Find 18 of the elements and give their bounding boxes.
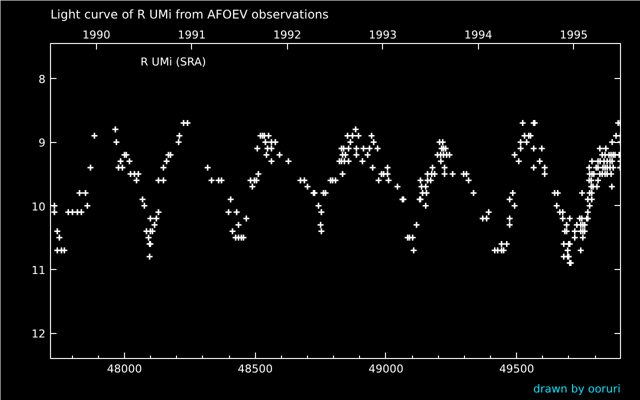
y-tick-label: 10 [32, 200, 46, 214]
x2-tick-label: 1991 [178, 28, 206, 42]
chart-title: Light curve of R UMi from AFOEV observations [50, 8, 329, 22]
text: drawn by ooruri [533, 382, 620, 396]
x-tick-label: 49000 [368, 362, 404, 376]
x2-tick-label: 1993 [368, 28, 397, 42]
y-tick-label: 9 [38, 136, 46, 150]
x2-tick-label: 1990 [82, 28, 110, 42]
x2-tick-label: 1995 [560, 28, 588, 42]
x-tick-label: 48000 [107, 362, 142, 376]
y-tick-label: 12 [32, 328, 46, 341]
annotation: R UMi (SRA) [140, 56, 206, 68]
x2-tick-label: 1994 [464, 28, 492, 42]
x-tick-label: 49500 [499, 362, 534, 376]
x2-tick-label: 1992 [273, 28, 302, 42]
x-tick-label: 48500 [238, 362, 273, 376]
y-tick-label: 11 [32, 264, 46, 277]
y-tick-label: 8 [38, 73, 46, 86]
